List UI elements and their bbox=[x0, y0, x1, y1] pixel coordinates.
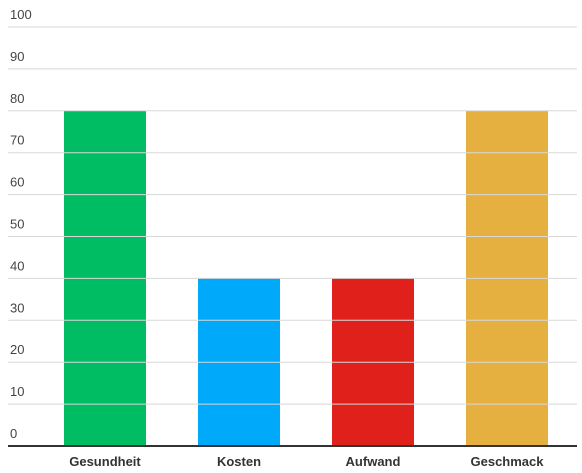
y-tick-label: 20 bbox=[10, 342, 24, 357]
x-tick-label: Aufwand bbox=[346, 454, 401, 469]
y-tick-label: 10 bbox=[10, 384, 24, 399]
y-tick-label: 80 bbox=[10, 91, 24, 106]
x-tick-label: Kosten bbox=[217, 454, 261, 469]
y-tick-label: 70 bbox=[10, 133, 24, 148]
y-tick-label: 100 bbox=[10, 7, 32, 22]
y-tick-label: 0 bbox=[10, 426, 17, 441]
y-tick-label: 90 bbox=[10, 49, 24, 64]
x-tick-label: Gesundheit bbox=[69, 454, 141, 469]
y-tick-label: 60 bbox=[10, 175, 24, 190]
y-tick-label: 40 bbox=[10, 258, 24, 273]
y-tick-label: 30 bbox=[10, 300, 24, 315]
x-tick-label: Geschmack bbox=[471, 454, 545, 469]
y-tick-label: 50 bbox=[10, 217, 24, 232]
